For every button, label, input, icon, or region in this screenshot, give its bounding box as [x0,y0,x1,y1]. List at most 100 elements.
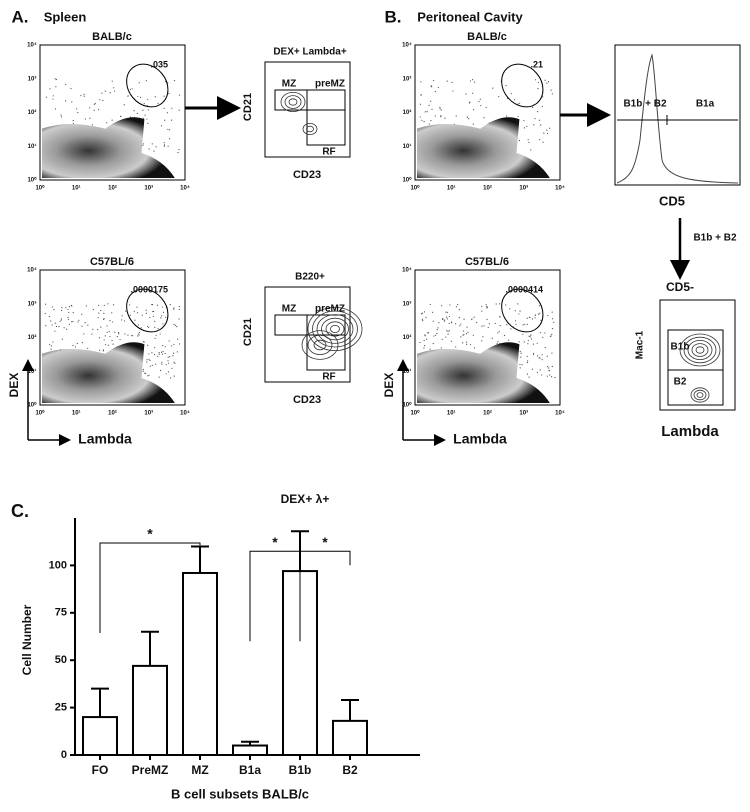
histogram [616,53,739,184]
event-dot [505,84,507,87]
axis-label: Lambda [661,423,719,440]
event-dot [87,324,89,326]
event-dot [145,312,148,314]
event-dot [76,108,78,110]
event-dot [52,95,54,97]
y-tick-label: 10⁰ [402,177,412,184]
event-dot [98,312,100,314]
event-dot [472,123,474,125]
event-dot [68,323,70,325]
event-dot [178,149,180,151]
event-dot [426,338,428,340]
event-dot [466,343,468,346]
gate-label: RF [322,372,335,383]
strain-label: C57BL/6 [465,256,509,268]
event-dot [98,304,100,306]
event-dot [109,319,111,322]
axis-label: CD21 [242,318,254,346]
event-dot [539,357,541,359]
event-dot [154,347,156,349]
event-dot [458,316,460,319]
event-dot [120,115,122,117]
event-dot [448,322,450,324]
event-dot [91,124,94,126]
gate [501,288,544,333]
event-dot [460,323,462,325]
axis-label: CD21 [242,93,254,121]
x-tick-label: MZ [191,763,208,777]
event-dot [102,349,104,351]
contour [325,321,345,337]
event-dot [170,377,172,379]
event-dot [146,361,148,363]
event-dot [160,317,162,319]
x-tick-label: B1b [289,763,312,777]
event-dot [521,364,523,366]
contour [691,343,709,357]
event-dot [536,110,539,113]
event-dot [481,310,483,312]
event-dot [151,303,153,306]
event-dot [45,96,48,98]
event-dot [149,365,152,367]
event-dot [173,375,175,377]
event-dot [528,335,530,337]
event-dot [67,308,69,311]
event-dot [60,114,62,116]
event-dot [141,314,143,316]
axis-label: CD23 [293,169,321,181]
event-dot [546,375,548,377]
event-dot [77,112,79,114]
event-dot [157,355,159,357]
event-dot [483,117,485,119]
event-dot [171,367,173,369]
event-dot [514,310,516,312]
event-dot [144,114,146,116]
event-dot [173,307,175,309]
event-dot [468,102,471,104]
event-dot [434,90,436,93]
y-tick-label: 10³ [28,75,37,82]
frequency: .0000414 [505,284,543,294]
event-dot [439,106,441,108]
event-dot [103,318,105,321]
event-dot [176,326,178,328]
event-dot [167,145,169,147]
event-dot [109,335,111,338]
event-dot [51,324,53,326]
event-dot [495,303,497,305]
event-dot [518,341,520,343]
event-dot [111,119,113,121]
event-dot [528,141,530,144]
strain-label: BALB/c [92,31,132,43]
event-dot [83,95,85,97]
event-dot [97,317,99,319]
event-dot [537,81,539,84]
event-dot [426,332,429,334]
event-dot [505,304,507,306]
event-dot [137,324,139,326]
event-dot [446,311,449,313]
event-dot [136,306,138,308]
significance-bracket [299,550,351,642]
event-dot [106,331,108,334]
event-dot [138,334,140,336]
x-tick-label: 10¹ [447,410,456,417]
event-dot [498,331,500,333]
event-dot [60,309,63,311]
event-dot [451,321,453,323]
axis-label: CD23 [293,394,321,406]
event-dot [519,350,521,353]
bar [132,664,168,756]
event-dot [162,311,165,313]
event-dot [510,328,512,330]
event-dot [58,325,60,328]
plot-title: DEX+ Lambda+ [273,47,347,58]
event-dot [119,338,121,341]
event-dot [460,336,462,338]
event-dot [71,321,73,323]
chart-title: DEX+ λ+ [281,492,330,506]
event-dot [173,323,175,325]
event-dot [125,310,127,312]
event-dot [144,372,146,374]
